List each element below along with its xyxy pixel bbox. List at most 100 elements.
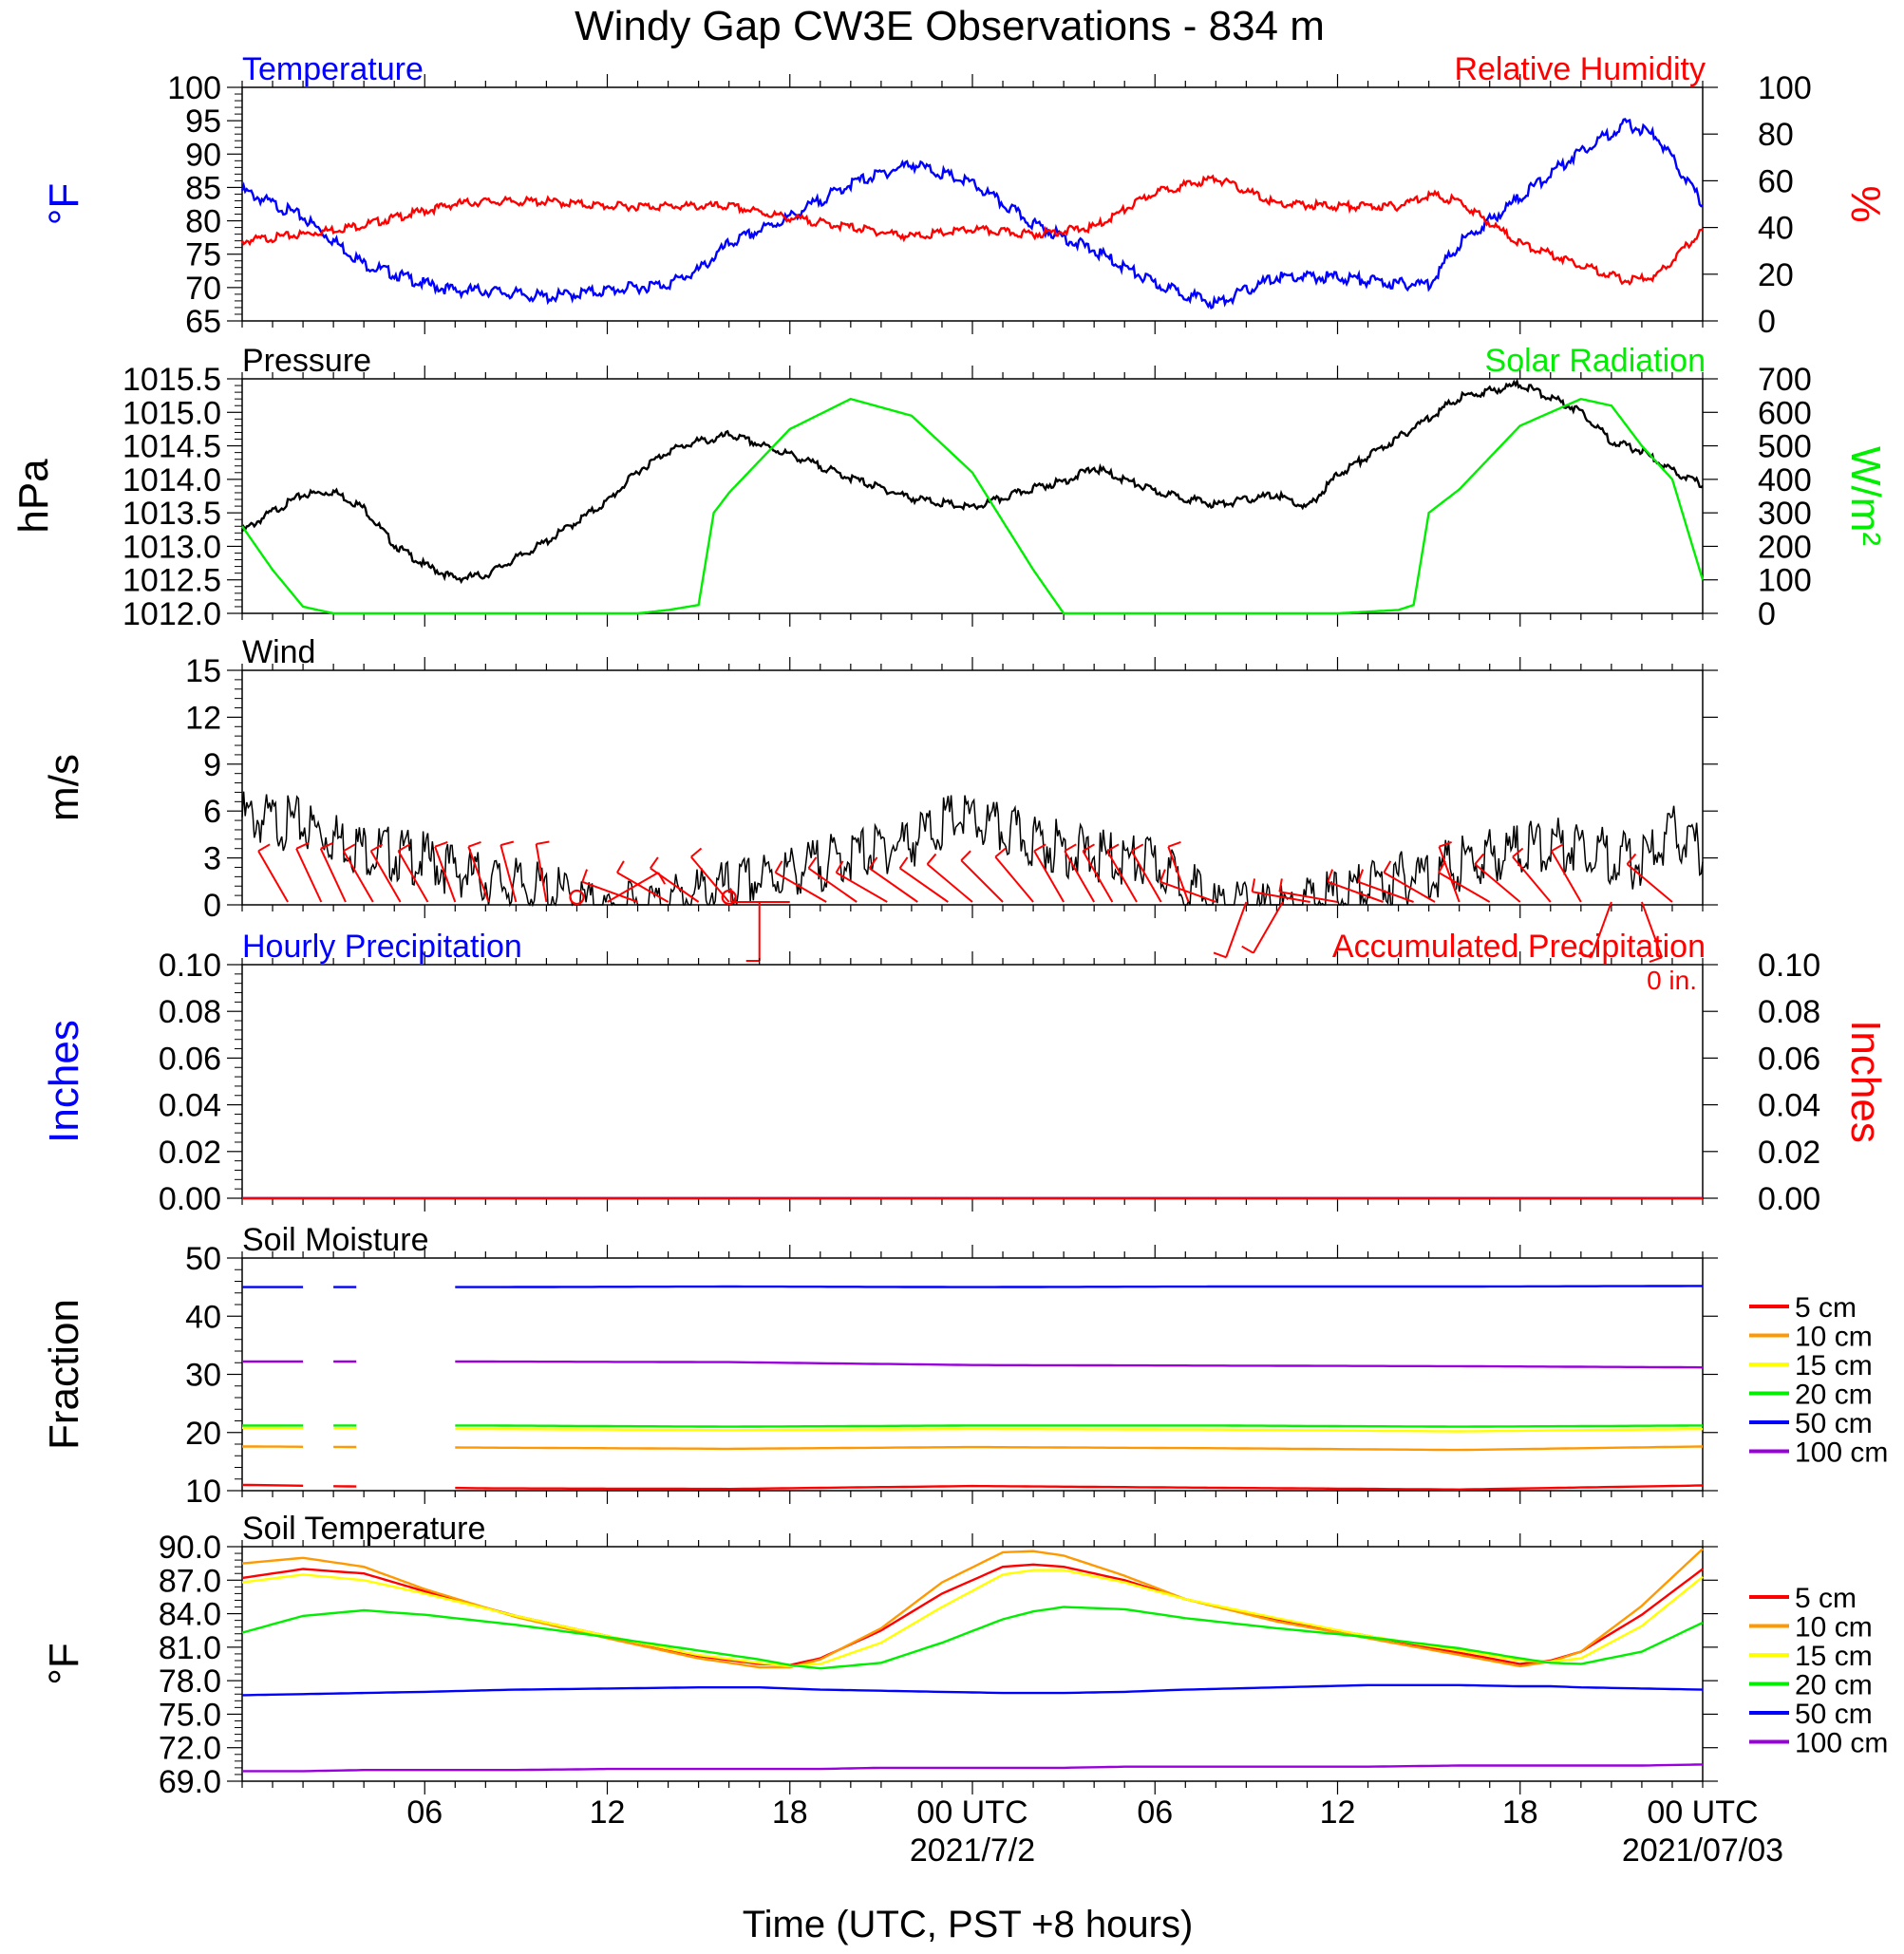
wind-barb-flag bbox=[1241, 945, 1254, 954]
y-right-tick-label: 300 bbox=[1758, 496, 1812, 532]
y-tick-label: 50 bbox=[185, 1241, 221, 1277]
series-line-15-cm bbox=[241, 1569, 1704, 1668]
y-right-tick-label: 0.08 bbox=[1758, 994, 1820, 1030]
panels: 10095908580757065100806040200Temperature… bbox=[10, 51, 1889, 1800]
figure-title: Windy Gap CW3E Observations - 834 m bbox=[575, 3, 1325, 49]
wind-barb bbox=[467, 846, 490, 903]
wind-barb bbox=[1640, 901, 1664, 958]
wind-barb bbox=[868, 867, 918, 903]
y-right-tick-label: 0.10 bbox=[1758, 948, 1820, 984]
wind-barb-flag bbox=[1439, 841, 1452, 848]
y-tick-label: 95 bbox=[185, 103, 221, 140]
legend-label: 100 cm bbox=[1795, 1437, 1888, 1469]
wind-barb bbox=[1438, 872, 1491, 903]
series-line-100-cm bbox=[242, 1360, 1704, 1369]
y-tick-label: 81.0 bbox=[159, 1630, 221, 1666]
wind-barb-flag bbox=[1278, 878, 1283, 892]
y-tick-label: 75 bbox=[185, 237, 221, 273]
legend-label: 100 cm bbox=[1795, 1728, 1888, 1759]
wind-barb bbox=[775, 872, 827, 903]
panel-precip: 0.10 0.08 0.06 0.04 0.02 0.00 0.10 0.08 0.06 0.04… bbox=[41, 929, 1889, 1217]
y-tick-label: 85 bbox=[185, 170, 221, 206]
panel-title-left: Hourly Precipitation bbox=[242, 929, 522, 965]
y-right-tick-label: 700 bbox=[1758, 362, 1812, 398]
legend-label: 15 cm bbox=[1795, 1641, 1873, 1672]
y-right-tick-label: 0.02 bbox=[1758, 1135, 1820, 1171]
wind-barb-flag bbox=[397, 843, 411, 853]
wind-barb bbox=[319, 848, 347, 903]
legend-label: 10 cm bbox=[1795, 1322, 1873, 1353]
wind-barb-flag bbox=[536, 840, 550, 845]
wind-barb-flag bbox=[774, 860, 783, 874]
wind-barb bbox=[434, 846, 457, 903]
wind-barb-flag bbox=[1551, 843, 1564, 853]
series-line-relative-humidity bbox=[240, 174, 1704, 287]
x-tick-label: 00 UTC bbox=[916, 1794, 1027, 1831]
y-tick-label: 100 bbox=[167, 70, 221, 106]
y-tick-label: 69.0 bbox=[159, 1764, 221, 1800]
x-tick-label: 06 bbox=[406, 1794, 443, 1831]
series-line-temperature bbox=[240, 118, 1704, 310]
legend-label: 20 cm bbox=[1795, 1380, 1873, 1411]
wind-barb bbox=[807, 867, 858, 903]
panel-temp_rh: 10095908580757065100806040200Temperature… bbox=[41, 51, 1889, 340]
series-line-10-cm bbox=[242, 1445, 1704, 1452]
x-tick-label: 00 UTC bbox=[1647, 1794, 1758, 1831]
wind-barb bbox=[581, 880, 638, 903]
y-tick-label: 40 bbox=[185, 1299, 221, 1335]
time-axis: Time (UTC, PST +8 hours) 06 12 18 00 UTC 06 1… bbox=[406, 1794, 1783, 1945]
y-tick-label: 1015.0 bbox=[123, 395, 221, 431]
wind-barb bbox=[1279, 891, 1338, 903]
x-tick-label: 06 bbox=[1137, 1794, 1173, 1831]
panel-soil_temp: 90.087.084.081.078.075.072.069.0 Soil Tem… bbox=[41, 1511, 1888, 1800]
wind-barb-flag bbox=[1474, 853, 1485, 865]
panel-title-left: Pressure bbox=[242, 343, 371, 379]
y-tick-label: 72.0 bbox=[159, 1731, 221, 1767]
panel-title-left: Soil Temperature bbox=[242, 1511, 485, 1547]
y-tick-label: 65 bbox=[185, 304, 221, 340]
y-axis-title-left: m/s bbox=[41, 754, 87, 821]
y-right-tick-label: 0.04 bbox=[1758, 1088, 1820, 1124]
y-tick-label: 10 bbox=[185, 1474, 221, 1510]
y-tick-label: 1013.0 bbox=[123, 529, 221, 565]
wind-barb bbox=[342, 850, 374, 903]
y-right-tick-label: 100 bbox=[1758, 70, 1812, 106]
wind-barb bbox=[1512, 855, 1552, 903]
y-tick-label: 80 bbox=[185, 204, 221, 240]
wind-barb bbox=[926, 863, 973, 903]
wind-barb bbox=[295, 848, 323, 903]
wind-barb-flag bbox=[1131, 843, 1144, 853]
y-tick-label: 0.10 bbox=[159, 948, 221, 984]
wind-barb bbox=[899, 867, 949, 903]
panel-title-left: Soil Moisture bbox=[242, 1222, 429, 1258]
y-tick-label: 20 bbox=[185, 1416, 221, 1452]
y-tick-label: 30 bbox=[185, 1358, 221, 1394]
y-tick-label: 1014.0 bbox=[123, 462, 221, 498]
y-axis-title-left: Fraction bbox=[41, 1299, 87, 1450]
series-line-50-cm bbox=[242, 1285, 1703, 1288]
wind-barb-flag bbox=[1033, 843, 1046, 853]
wind-barb bbox=[1167, 846, 1190, 903]
y-right-tick-label: 500 bbox=[1758, 429, 1812, 465]
x-axis-title: Time (UTC, PST +8 hours) bbox=[743, 1904, 1194, 1945]
wind-barb bbox=[1252, 891, 1310, 903]
wind-barb-flag bbox=[960, 850, 971, 861]
wind-barb bbox=[1327, 880, 1384, 903]
wind-barb-flag bbox=[343, 843, 356, 853]
y-tick-label: 0.02 bbox=[159, 1135, 221, 1171]
wind-barb-flag bbox=[616, 860, 625, 874]
wind-barb bbox=[650, 867, 700, 903]
y-tick-label: 6 bbox=[203, 794, 221, 830]
wind-barb bbox=[1358, 880, 1414, 903]
y-right-tick-label: 80 bbox=[1758, 117, 1794, 153]
legend-label: 50 cm bbox=[1795, 1699, 1873, 1730]
wind-barb-flag bbox=[807, 856, 818, 870]
y-tick-label: 1014.5 bbox=[123, 429, 221, 465]
wind-barb bbox=[836, 872, 888, 903]
y-right-tick-label: 400 bbox=[1758, 462, 1812, 498]
wind-barb-flag bbox=[1327, 869, 1334, 883]
panel-title-right: Relative Humidity bbox=[1454, 51, 1706, 87]
wind-barb bbox=[1106, 850, 1138, 903]
